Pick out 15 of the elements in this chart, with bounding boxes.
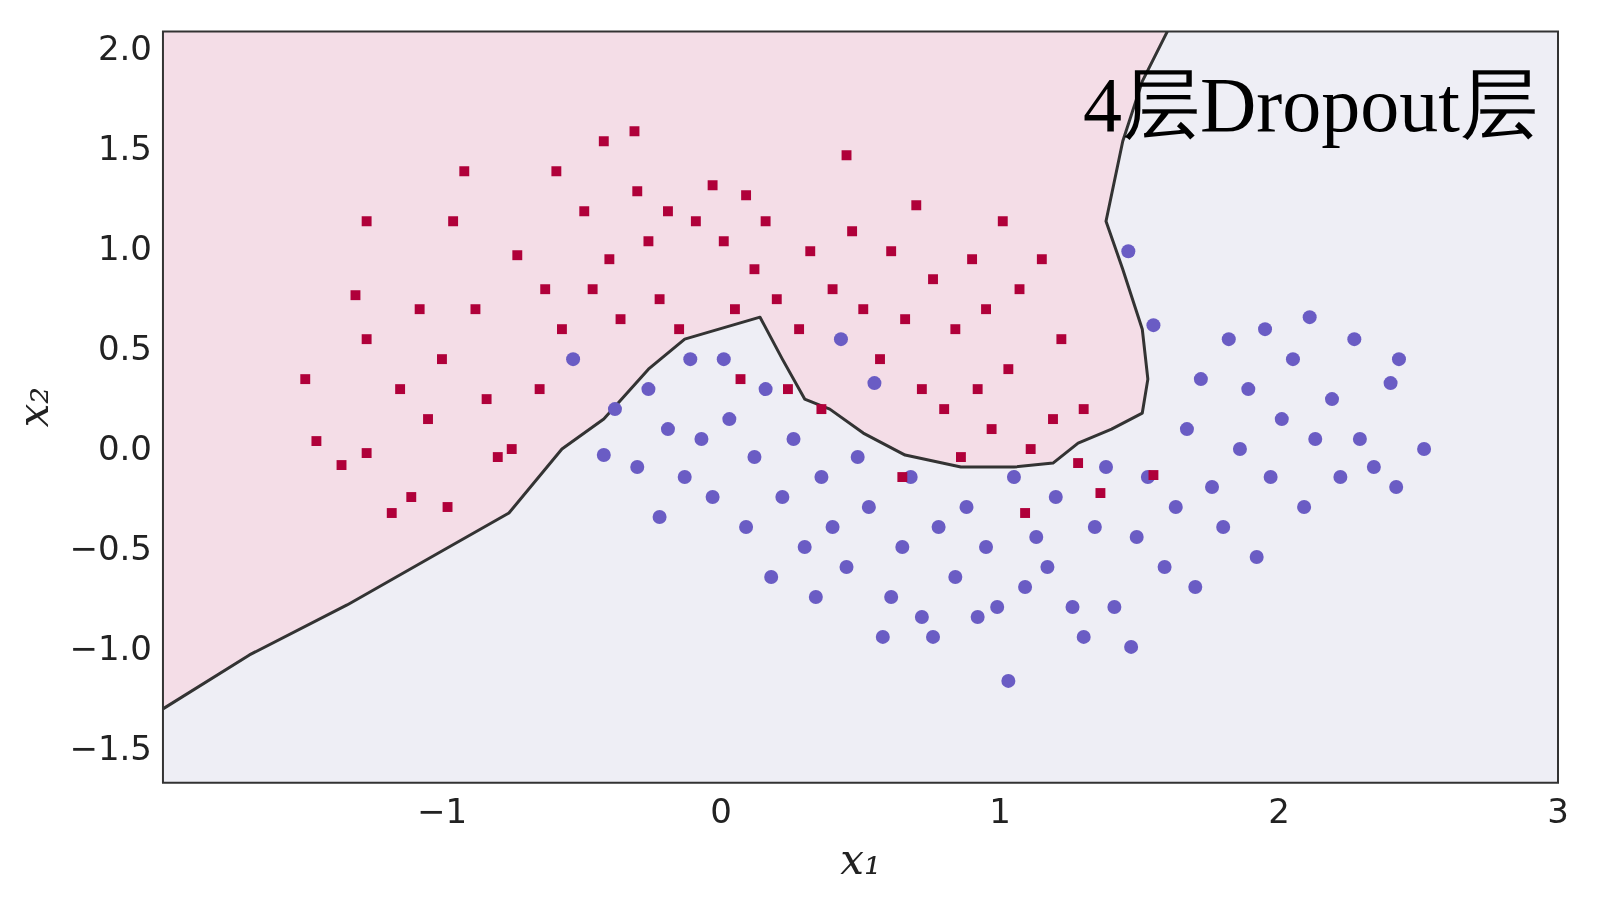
- y-tick-label: 1.0: [97, 228, 152, 269]
- x-tick-label: −1: [416, 791, 468, 832]
- y-tick-label: −0.5: [69, 527, 152, 568]
- y-axis-title: x₂: [9, 386, 59, 428]
- x-tick-label: 0: [710, 791, 732, 832]
- y-tick-label: 2.0: [97, 28, 152, 69]
- y-tick-label: −1.5: [69, 727, 152, 768]
- x-tick-label: 1: [989, 791, 1011, 832]
- y-tick-label: 0.0: [97, 427, 152, 468]
- x-tick-label: 2: [1268, 791, 1290, 832]
- y-tick-label: 1.5: [97, 128, 152, 169]
- x-tick-label: 3: [1547, 791, 1569, 832]
- y-tick-label: 0.5: [97, 327, 152, 368]
- x-axis-title: x₁: [840, 834, 881, 884]
- y-tick-label: −1.0: [69, 627, 152, 668]
